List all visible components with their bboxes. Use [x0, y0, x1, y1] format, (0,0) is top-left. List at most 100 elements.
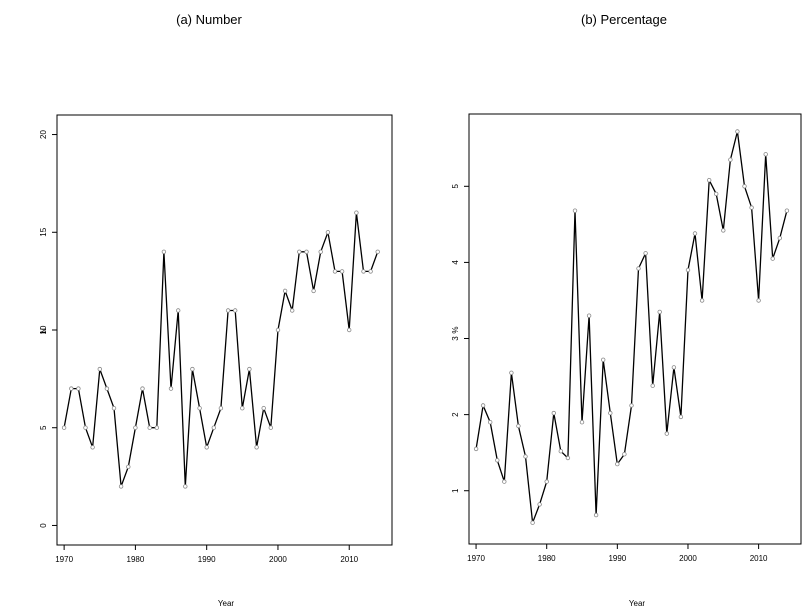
data-point-number	[232, 308, 238, 313]
data-point-number	[254, 445, 259, 450]
data-point-number	[268, 425, 273, 430]
x-tick-label-number: 1980	[127, 555, 145, 564]
y-tick-label-percentage: 3	[451, 336, 460, 341]
data-point-number	[318, 249, 323, 254]
data-point-percentage	[579, 420, 585, 425]
x-tick-label-percentage: 2010	[750, 554, 768, 563]
data-point-number	[204, 445, 209, 450]
data-point-number	[147, 425, 152, 430]
data-point-percentage	[784, 208, 790, 213]
data-point-number	[140, 386, 145, 391]
y-ticks-percentage: 1 2 3 4 5	[451, 184, 469, 493]
data-point-number	[104, 386, 110, 391]
data-point-number	[118, 484, 124, 489]
data-point-number	[325, 230, 331, 235]
data-point-percentage	[728, 157, 733, 162]
data-point-number	[218, 406, 224, 411]
chart-title-percentage: (b) Percentage	[581, 12, 667, 27]
chart-title-number: (a) Number	[176, 12, 242, 27]
data-point-percentage	[502, 479, 507, 484]
data-point-percentage	[671, 365, 677, 370]
data-point-percentage	[699, 298, 705, 303]
x-tick-label-number: 2000	[269, 555, 287, 564]
series-line-number	[63, 212, 379, 487]
y-tick-label-number: 0	[39, 523, 48, 528]
data-point-percentage	[678, 414, 684, 420]
data-point-percentage	[572, 208, 578, 213]
x-axis-label-number: Year	[218, 599, 235, 608]
plot-frame-percentage	[468, 113, 802, 545]
data-point-number	[197, 406, 202, 411]
data-point-percentage	[714, 191, 719, 197]
data-point-percentage	[480, 403, 486, 408]
data-point-percentage	[516, 423, 521, 429]
data-point-number	[154, 425, 159, 430]
x-tick-label-number: 2010	[340, 555, 358, 564]
x-axis-label-percentage: Year	[629, 599, 646, 608]
data-point-percentage	[742, 184, 747, 189]
plot-frame-number	[56, 114, 393, 546]
x-tick-label-percentage: 1970	[467, 554, 485, 563]
data-point-percentage	[756, 298, 761, 303]
y-axis-label-number: N	[39, 328, 48, 334]
data-point-percentage	[664, 431, 669, 436]
data-point-percentage	[643, 251, 648, 256]
data-point-number	[290, 308, 295, 313]
y-axis-label-percentage: %	[451, 326, 460, 333]
y-tick-label-number: 15	[39, 227, 48, 236]
data-point-number	[61, 425, 67, 430]
data-point-number	[175, 308, 181, 313]
data-point-percentage	[601, 357, 606, 362]
data-point-number	[76, 386, 81, 391]
y-tick-label-number: 5	[39, 425, 48, 430]
data-point-number	[225, 308, 231, 313]
y-tick-label-percentage: 5	[451, 184, 460, 189]
data-point-number	[347, 327, 352, 333]
series-line-percentage	[475, 131, 788, 523]
x-tick-label-number: 1970	[55, 555, 73, 564]
data-point-percentage	[608, 410, 613, 416]
y-tick-label-number: 20	[39, 130, 48, 139]
panel-number: (a) Number N Year 1970 1980 1990 2000 2010 0…	[39, 12, 393, 608]
data-point-percentage	[586, 313, 592, 318]
data-point-percentage	[692, 231, 698, 236]
data-point-number	[282, 288, 288, 294]
data-point-number	[168, 386, 174, 391]
data-point-percentage	[735, 129, 740, 134]
data-point-number	[304, 249, 309, 254]
series-percentage	[473, 129, 790, 525]
data-point-percentage	[523, 454, 528, 459]
data-point-number	[69, 386, 74, 391]
x-tick-label-number: 1990	[198, 555, 216, 564]
data-point-number	[183, 484, 188, 489]
data-point-number	[368, 269, 373, 274]
data-point-number	[311, 288, 316, 294]
x-tick-label-percentage: 1980	[538, 554, 556, 563]
series-number	[61, 210, 380, 489]
data-point-percentage	[749, 205, 754, 210]
data-point-percentage	[763, 152, 768, 157]
data-point-number	[90, 445, 95, 450]
data-point-percentage	[473, 446, 479, 452]
data-point-number	[297, 249, 302, 254]
y-tick-label-number: 10	[39, 325, 48, 334]
data-point-percentage	[777, 235, 782, 241]
data-point-percentage	[636, 266, 641, 271]
data-point-percentage	[544, 479, 549, 484]
data-point-percentage	[622, 452, 627, 457]
data-point-number	[375, 249, 380, 254]
data-point-percentage	[593, 512, 599, 518]
data-point-number	[247, 366, 252, 372]
data-point-percentage	[565, 455, 571, 461]
data-point-percentage	[650, 383, 655, 388]
data-point-percentage	[685, 267, 691, 273]
data-point-number	[161, 249, 167, 254]
data-point-number	[261, 406, 266, 411]
data-point-number	[83, 425, 88, 430]
data-point-percentage	[721, 228, 726, 233]
data-point-percentage	[770, 256, 775, 261]
data-point-number	[240, 406, 245, 411]
data-point-number	[275, 327, 281, 333]
data-point-percentage	[551, 410, 556, 416]
